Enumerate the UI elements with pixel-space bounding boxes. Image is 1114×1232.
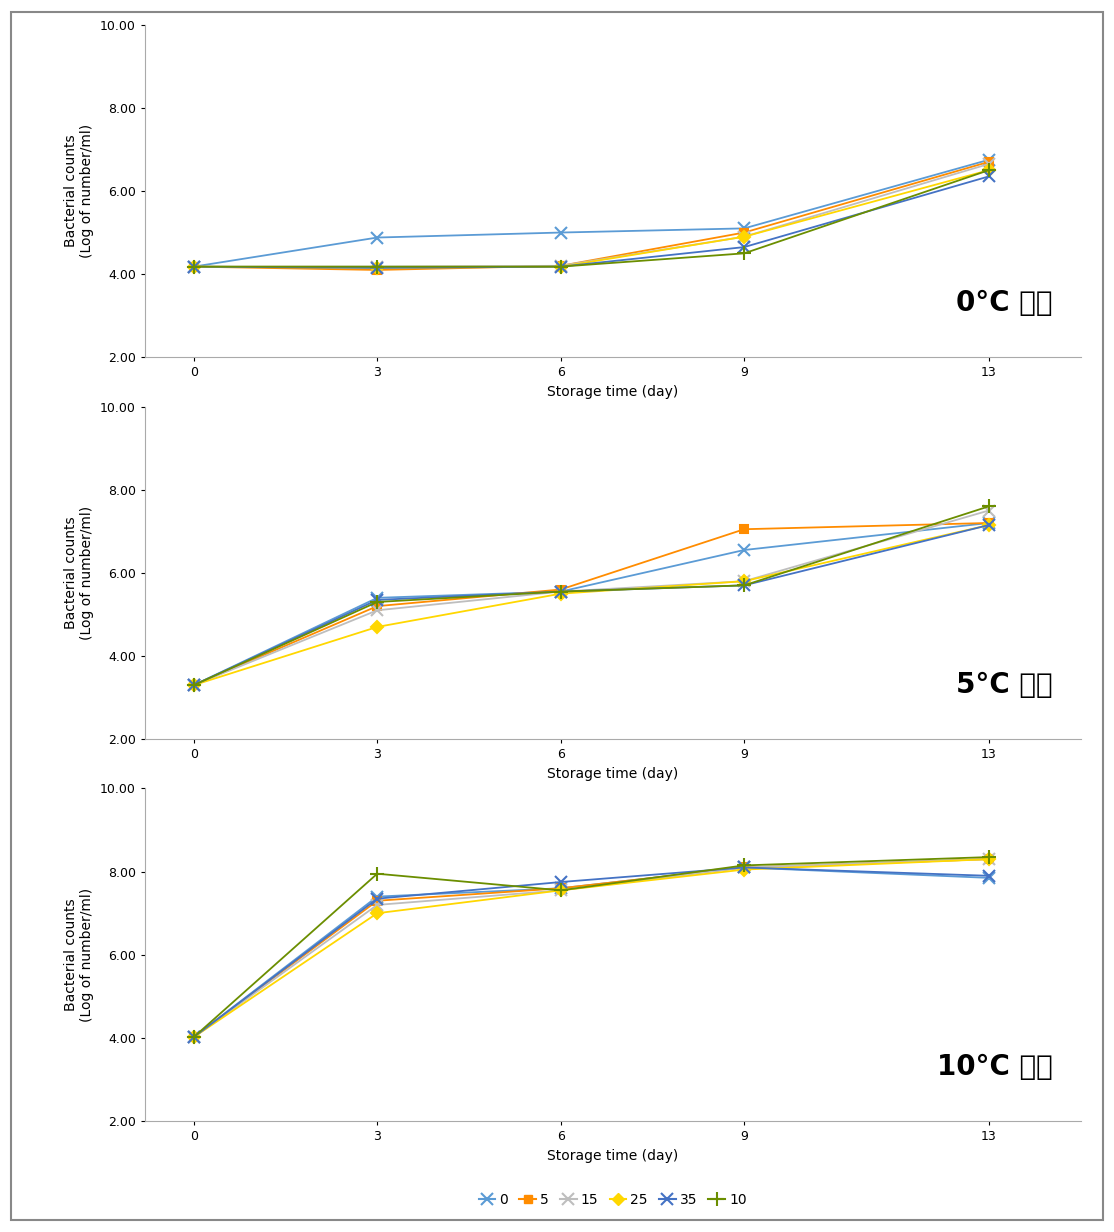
Y-axis label: Bacterial counts
(Log of number/ml): Bacterial counts (Log of number/ml): [65, 888, 95, 1021]
Text: 0°C 저장: 0°C 저장: [956, 290, 1053, 318]
Y-axis label: Bacterial counts
(Log of number/ml): Bacterial counts (Log of number/ml): [65, 506, 95, 639]
Y-axis label: Bacterial counts
(Log of number/ml): Bacterial counts (Log of number/ml): [65, 124, 95, 257]
X-axis label: Storage time (day): Storage time (day): [547, 766, 678, 781]
Text: 5°C 저장: 5°C 저장: [956, 671, 1053, 700]
Text: 10°C 저장: 10°C 저장: [937, 1053, 1053, 1082]
Legend: 0, 5, 15, 25, 35, 10: 0, 5, 15, 25, 35, 10: [473, 1188, 752, 1212]
X-axis label: Storage time (day): Storage time (day): [547, 384, 678, 399]
X-axis label: Storage time (day): Storage time (day): [547, 1148, 678, 1163]
